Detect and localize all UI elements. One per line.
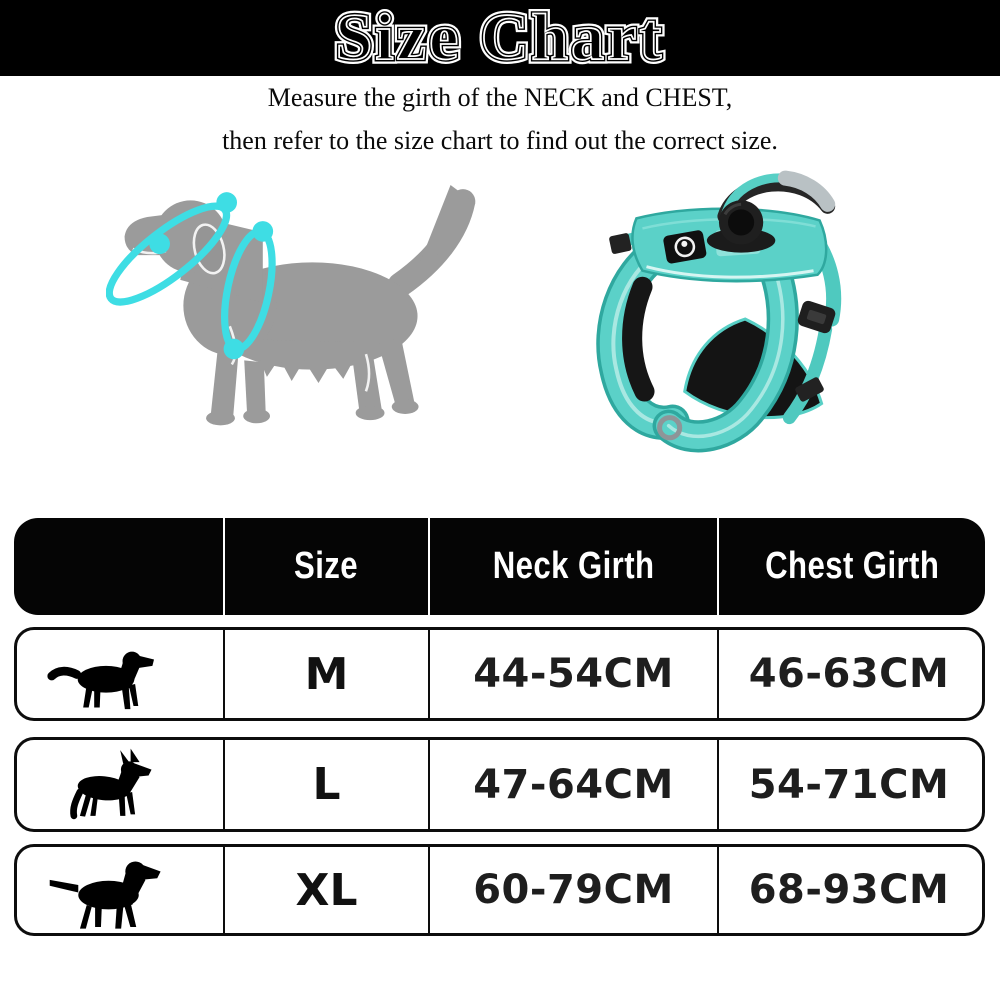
dog-cell xyxy=(17,847,223,933)
dog-measurement-diagram xyxy=(106,184,476,426)
table-row-size-m: M 44-54CM 46-63CM xyxy=(14,627,985,721)
harness-illustration xyxy=(596,170,842,453)
brand-label-patch xyxy=(663,230,707,264)
d-ring xyxy=(657,415,683,441)
table-row-size-xl: XL 60-79CM 68-93CM xyxy=(14,844,985,936)
buckle xyxy=(797,300,836,334)
instruction-line-2: then refer to the size chart to find out… xyxy=(222,126,778,155)
dog-cell xyxy=(17,630,223,718)
measuring-instructions: Measure the girth of the NECK and CHEST,… xyxy=(0,83,1000,156)
header-cell-neck-girth: Neck Girth xyxy=(428,518,717,615)
german-shepherd-silhouette-icon xyxy=(70,748,152,820)
size-value: L xyxy=(223,740,428,829)
size-value: XL xyxy=(223,847,428,933)
neck-girth-value: 60-79CM xyxy=(428,847,717,933)
chest-girth-value: 54-71CM xyxy=(717,740,979,829)
page-title: Size Chart Size Chart Size Chart xyxy=(331,0,666,75)
labrador-silhouette-icon xyxy=(49,861,161,929)
neck-pad xyxy=(622,276,655,402)
dog-cell xyxy=(17,740,223,829)
page-title-engrave: Size Chart xyxy=(333,1,665,74)
chest-girth-value: 46-63CM xyxy=(717,630,979,718)
golden-retriever-silhouette-icon xyxy=(47,651,154,709)
tri-glide-slide xyxy=(609,233,632,254)
camera-knob xyxy=(706,200,776,253)
reflective-strip xyxy=(777,170,836,212)
neck-girth-value: 44-54CM xyxy=(428,630,717,718)
page-title-outline: Size Chart xyxy=(331,0,666,75)
measurement-points xyxy=(149,192,274,360)
header-cell-size: Size xyxy=(223,518,428,615)
header-cell-dog xyxy=(14,518,223,615)
page-title-fill: Size Chart xyxy=(335,1,665,74)
size-value: M xyxy=(223,630,428,718)
instruction-line-1: Measure the girth of the NECK and CHEST, xyxy=(267,83,733,112)
neck-loop xyxy=(596,233,690,440)
neck-girth-value: 47-64CM xyxy=(428,740,717,829)
size-chart-banner: Size Chart Size Chart Size Chart xyxy=(0,0,1000,76)
table-row-size-l: L 47-64CM 54-71CM xyxy=(14,737,985,832)
chest-girth-value: 68-93CM xyxy=(717,847,979,933)
header-cell-chest-girth: Chest Girth xyxy=(717,518,985,615)
size-table-header: Size Neck Girth Chest Girth xyxy=(14,518,985,615)
belly-loop xyxy=(652,244,799,453)
strap-adjuster xyxy=(795,377,824,402)
